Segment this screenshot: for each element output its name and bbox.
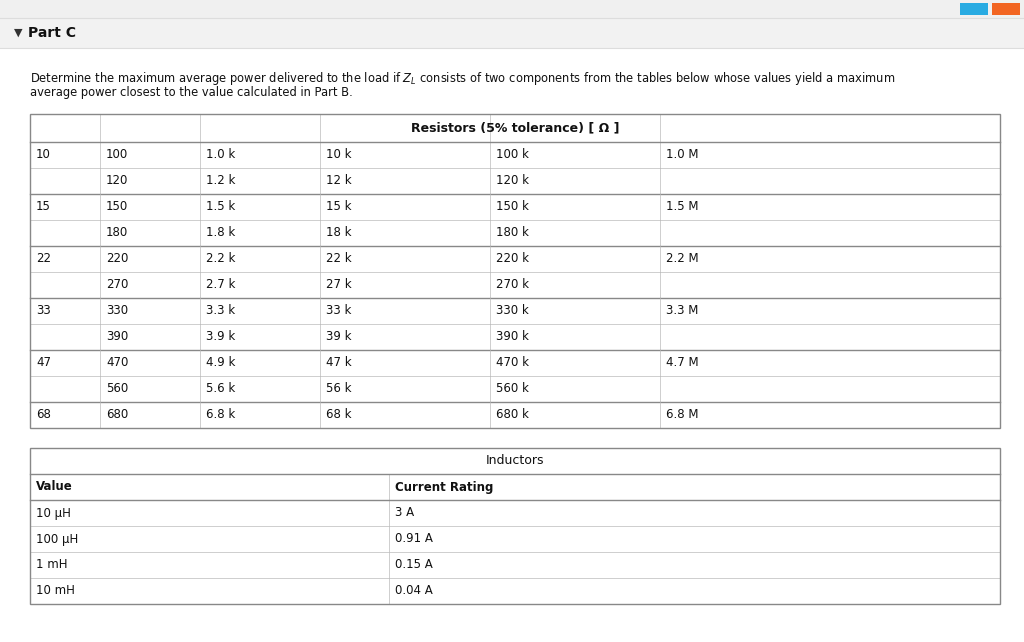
Text: 120 k: 120 k: [496, 175, 529, 187]
Text: 47 k: 47 k: [326, 356, 351, 370]
Text: 330: 330: [106, 304, 128, 318]
Text: 5.6 k: 5.6 k: [206, 383, 236, 395]
Text: 100: 100: [106, 148, 128, 162]
Text: 270: 270: [106, 279, 128, 291]
Text: 1.8 k: 1.8 k: [206, 227, 236, 239]
Text: 1.5 M: 1.5 M: [666, 200, 698, 214]
Text: 56 k: 56 k: [326, 383, 351, 395]
Text: 3.3 k: 3.3 k: [206, 304, 236, 318]
Text: 10: 10: [36, 148, 51, 162]
Text: 680: 680: [106, 408, 128, 422]
Text: Current Rating: Current Rating: [395, 480, 494, 494]
Text: 68: 68: [36, 408, 51, 422]
Text: 39 k: 39 k: [326, 331, 351, 343]
Bar: [0, 18, 1024, 48]
Text: 120: 120: [106, 175, 128, 187]
Text: 220: 220: [106, 252, 128, 266]
Text: 3 A: 3 A: [395, 507, 414, 519]
Text: 22 k: 22 k: [326, 252, 351, 266]
Text: 470: 470: [106, 356, 128, 370]
Text: 18 k: 18 k: [326, 227, 351, 239]
Text: 33 k: 33 k: [326, 304, 351, 318]
Text: 220 k: 220 k: [496, 252, 529, 266]
Text: 330 k: 330 k: [496, 304, 528, 318]
Text: 270 k: 270 k: [496, 279, 529, 291]
Text: 100 μH: 100 μH: [36, 532, 78, 546]
Bar: [30, 114, 1000, 428]
Text: Value: Value: [36, 480, 73, 494]
Text: 10 mH: 10 mH: [36, 584, 75, 598]
Bar: [30, 448, 1000, 604]
Text: 680 k: 680 k: [496, 408, 528, 422]
Text: 10 μH: 10 μH: [36, 507, 71, 519]
Text: 1.0 k: 1.0 k: [206, 148, 236, 162]
Text: 4.9 k: 4.9 k: [206, 356, 236, 370]
Text: 3.9 k: 3.9 k: [206, 331, 236, 343]
Text: 1.5 k: 1.5 k: [206, 200, 236, 214]
Text: 12 k: 12 k: [326, 175, 351, 187]
Text: 6.8 M: 6.8 M: [666, 408, 698, 422]
Text: 390: 390: [106, 331, 128, 343]
Text: 4.7 M: 4.7 M: [666, 356, 698, 370]
Text: 2.2 k: 2.2 k: [206, 252, 236, 266]
Text: 2.7 k: 2.7 k: [206, 279, 236, 291]
Text: Determine the maximum average power delivered to the load if $Z_L$ consists of t: Determine the maximum average power deli…: [30, 70, 895, 87]
Text: 2.2 M: 2.2 M: [666, 252, 698, 266]
Text: 6.8 k: 6.8 k: [206, 408, 236, 422]
Text: Part C: Part C: [28, 26, 76, 40]
Text: 470 k: 470 k: [496, 356, 529, 370]
Bar: [0, 0, 1024, 18]
Text: 150 k: 150 k: [496, 200, 528, 214]
Text: 560: 560: [106, 383, 128, 395]
Text: 68 k: 68 k: [326, 408, 351, 422]
Text: 1 mH: 1 mH: [36, 559, 68, 571]
Text: 100 k: 100 k: [496, 148, 528, 162]
Text: 180 k: 180 k: [496, 227, 528, 239]
Text: 10 k: 10 k: [326, 148, 351, 162]
Text: 27 k: 27 k: [326, 279, 351, 291]
Text: Inductors: Inductors: [485, 455, 544, 467]
Text: 15: 15: [36, 200, 51, 214]
Bar: [992, 3, 1020, 15]
Text: 1.0 M: 1.0 M: [666, 148, 698, 162]
Text: 150: 150: [106, 200, 128, 214]
Text: Resistors (5% tolerance) [ Ω ]: Resistors (5% tolerance) [ Ω ]: [411, 121, 620, 135]
Text: 0.15 A: 0.15 A: [395, 559, 433, 571]
Bar: [961, 3, 988, 15]
Text: 390 k: 390 k: [496, 331, 528, 343]
Text: 180: 180: [106, 227, 128, 239]
Text: 47: 47: [36, 356, 51, 370]
Text: 1.2 k: 1.2 k: [206, 175, 236, 187]
Text: 560 k: 560 k: [496, 383, 528, 395]
Text: 15 k: 15 k: [326, 200, 351, 214]
Text: 22: 22: [36, 252, 51, 266]
Text: 0.91 A: 0.91 A: [395, 532, 433, 546]
Text: ▼: ▼: [14, 28, 23, 38]
Text: average power closest to the value calculated in Part B.: average power closest to the value calcu…: [30, 86, 352, 99]
Text: 3.3 M: 3.3 M: [666, 304, 698, 318]
Text: 0.04 A: 0.04 A: [395, 584, 433, 598]
Text: 33: 33: [36, 304, 51, 318]
